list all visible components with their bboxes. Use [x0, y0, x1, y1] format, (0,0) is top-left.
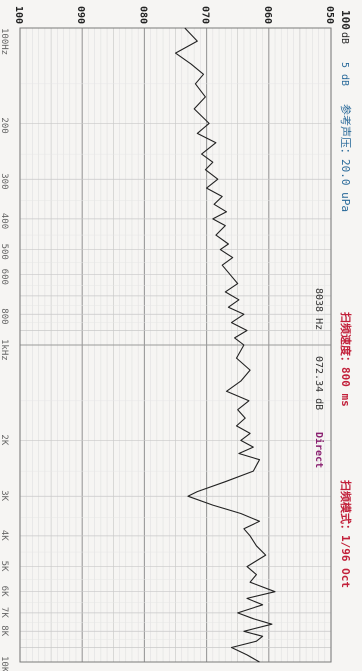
x-tick-label: 600 — [0, 269, 9, 285]
sweep-speed-label: 扫频速度：800 ms — [339, 312, 353, 407]
x-tick-label: 300 — [0, 173, 9, 189]
unit-label: dB — [339, 32, 350, 44]
x-tick-label: 2K — [0, 434, 9, 445]
cursor-level: 072.34 dB — [313, 356, 324, 410]
y-tick-label: 090 — [75, 6, 86, 24]
y-tick-label: 080 — [137, 6, 148, 24]
x-tick-label: 4K — [0, 530, 9, 541]
x-tick-label: 500 — [0, 244, 9, 260]
x-tick-label: 1kHz — [0, 339, 9, 361]
x-tick-label: 8K — [0, 625, 9, 636]
x-tick-label: 100Hz — [0, 28, 9, 55]
y-axis-ticks: 100 090 080 070 060 050 — [13, 6, 335, 24]
y-tick-label: 050 — [324, 6, 335, 24]
x-tick-label: 5K — [0, 561, 9, 572]
chart-header: 100 dB 5 dB 参考声压：20.0 uPa 扫频速度：800 ms 扫频… — [339, 10, 353, 588]
cursor-readout: 8038 Hz 072.34 dB Direct — [313, 288, 325, 468]
plot-area — [174, 27, 276, 663]
x-axis-ticks: 100Hz 200 300 400 500 600 800 1kHz 2K 3K 4K 5K 6K 7K 8… — [0, 28, 9, 671]
x-tick-label: 6K — [0, 586, 9, 597]
series-line — [174, 27, 276, 663]
x-tick-label: 3K — [0, 490, 9, 501]
cursor-freq: 8038 Hz — [313, 288, 324, 330]
y-tick-label: 070 — [200, 6, 211, 24]
ref-label: 100 — [339, 10, 352, 30]
y-tick-label: 100 — [13, 6, 24, 24]
x-tick-label: 400 — [0, 213, 9, 229]
db-per-div-label: 5 dB — [339, 62, 350, 86]
cursor-mode: Direct — [313, 432, 325, 468]
x-tick-label: 800 — [0, 308, 9, 324]
chart-grid — [19, 27, 332, 663]
y-tick-label: 060 — [262, 6, 273, 24]
x-tick-label: 10K — [0, 656, 9, 671]
plot-frame — [19, 27, 332, 663]
ref-level-label: 参考声压：20.0 uPa — [339, 104, 353, 212]
sweep-mode-label: 扫频模式：1/96 Oct — [339, 480, 353, 588]
x-tick-label: 7K — [0, 607, 9, 618]
x-tick-label: 200 — [0, 117, 9, 133]
